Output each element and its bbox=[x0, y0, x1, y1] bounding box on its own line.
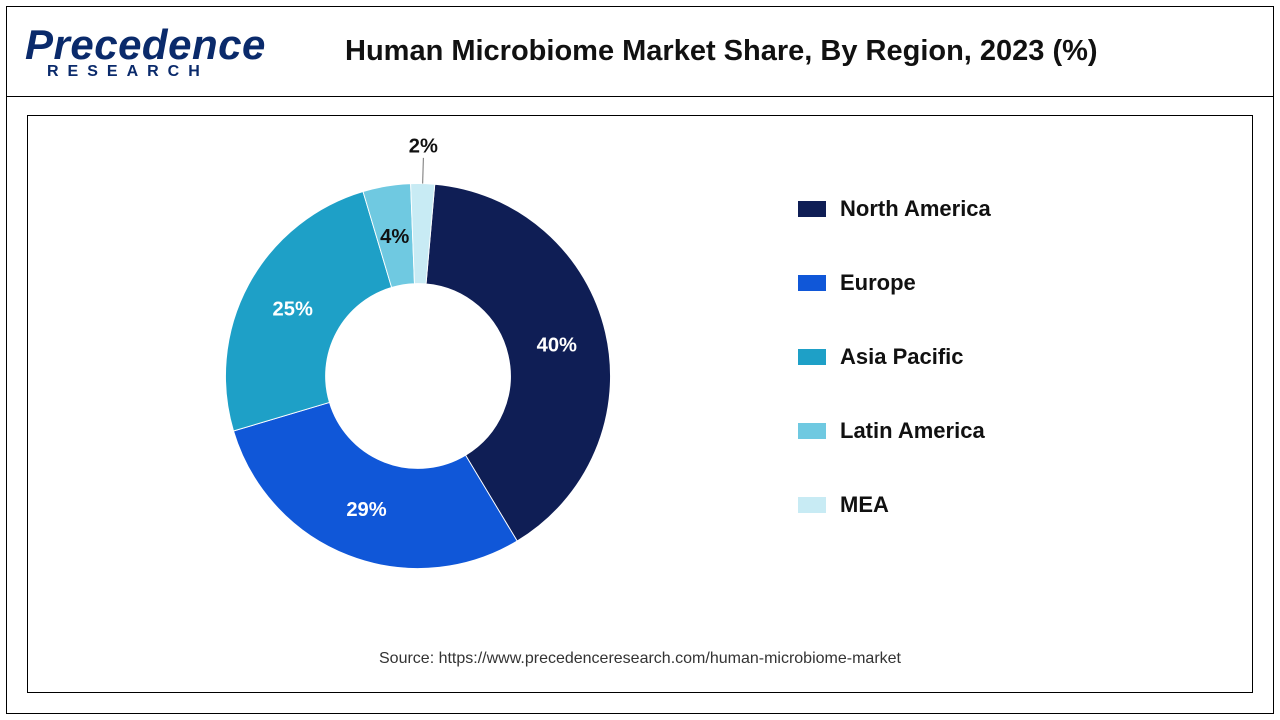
legend-label: MEA bbox=[840, 492, 889, 518]
legend-label: Asia Pacific bbox=[840, 344, 964, 370]
leader-line bbox=[423, 158, 424, 184]
legend-item: Asia Pacific bbox=[798, 344, 991, 370]
source-text: Source: https://www.precedenceresearch.c… bbox=[28, 650, 1252, 668]
legend-label: North America bbox=[840, 196, 991, 222]
logo-top-line: Precedence bbox=[25, 24, 225, 66]
legend-item: Europe bbox=[798, 270, 991, 296]
legend: North America Europe Asia Pacific Latin Ame… bbox=[798, 196, 991, 518]
legend-swatch bbox=[798, 423, 826, 439]
slice-label: 4% bbox=[380, 226, 409, 248]
legend-swatch bbox=[798, 275, 826, 291]
logo-subtext: RESEARCH bbox=[25, 64, 225, 80]
slice-label: 29% bbox=[346, 499, 386, 521]
slice-label: 25% bbox=[273, 299, 313, 321]
legend-label: Latin America bbox=[840, 418, 985, 444]
legend-item: North America bbox=[798, 196, 991, 222]
legend-item: MEA bbox=[798, 492, 991, 518]
legend-swatch bbox=[798, 349, 826, 365]
logo-wordmark: Precedence bbox=[25, 24, 266, 66]
outer-frame: Precedence RESEARCH Human Microbiome Mar… bbox=[6, 6, 1274, 714]
legend-swatch bbox=[798, 201, 826, 217]
legend-item: Latin America bbox=[798, 418, 991, 444]
chart-area: 40% 29% 25% 4% 2% North America Europe Asia Pa… bbox=[28, 116, 1252, 692]
slice-label: 40% bbox=[537, 334, 577, 356]
legend-swatch bbox=[798, 497, 826, 513]
donut-chart: 40%29%25%4%2% bbox=[198, 156, 638, 596]
slice-europe bbox=[234, 402, 518, 568]
brand-logo: Precedence RESEARCH bbox=[25, 22, 225, 82]
header-bar: Precedence RESEARCH Human Microbiome Mar… bbox=[7, 7, 1273, 97]
legend-label: Europe bbox=[840, 270, 916, 296]
chart-title: Human Microbiome Market Share, By Region… bbox=[345, 35, 1255, 68]
chart-frame: 40% 29% 25% 4% 2% North America Europe Asia Pa… bbox=[27, 115, 1253, 693]
donut-svg: 40%29%25%4%2% bbox=[198, 156, 638, 596]
slice-label: 2% bbox=[409, 135, 438, 157]
